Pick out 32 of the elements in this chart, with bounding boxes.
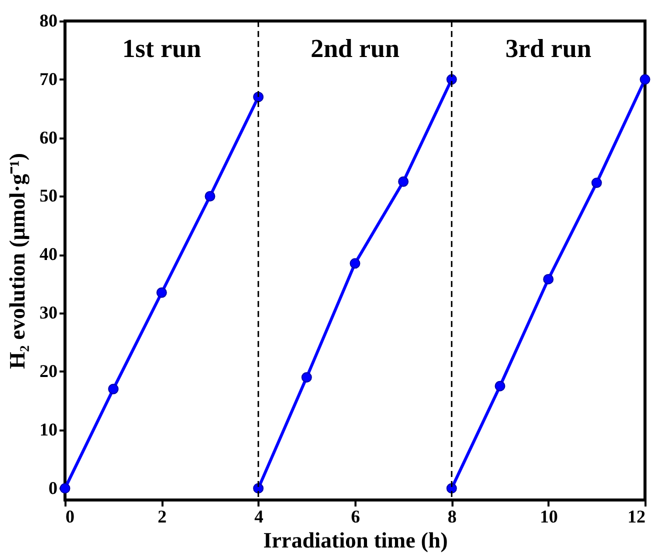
y-tick-label: 10	[40, 419, 58, 440]
y-tick-label: 70	[40, 68, 58, 89]
x-tick-label: 12	[628, 506, 646, 526]
x-tick-label: 0	[66, 506, 74, 526]
point	[60, 483, 70, 494]
annotation: 1st run	[122, 34, 202, 63]
point	[543, 274, 554, 284]
point	[301, 372, 312, 383]
point	[591, 178, 602, 188]
point	[398, 176, 409, 187]
y-tick-label: 30	[40, 302, 58, 323]
annotation: 3rd run	[505, 34, 592, 63]
point	[108, 384, 119, 394]
y-tick-label: 40	[40, 244, 58, 264]
y-tick-label: 50	[40, 186, 58, 206]
x-tick-label: 2	[158, 506, 167, 526]
y-tick-label: 60	[40, 127, 58, 148]
x-axis-title: Irradiation time (h)	[263, 528, 448, 552]
x-tick-label: 10	[540, 506, 558, 526]
point	[640, 74, 650, 85]
y-tick-label: 80	[40, 10, 58, 30]
annotation: 2nd run	[310, 34, 400, 63]
y-tick-label: 0	[48, 478, 58, 498]
x-tick-label: 4	[254, 506, 264, 526]
point	[204, 191, 216, 202]
point	[350, 258, 360, 269]
point	[156, 287, 167, 298]
y-tick-label: 20	[40, 360, 58, 381]
point	[494, 380, 506, 392]
y-axis-title: H₂ evolution (μmol·g⁻¹)	[4, 153, 30, 369]
x-tick-label: 6	[351, 506, 360, 526]
x-tick-label: 8	[448, 506, 457, 526]
